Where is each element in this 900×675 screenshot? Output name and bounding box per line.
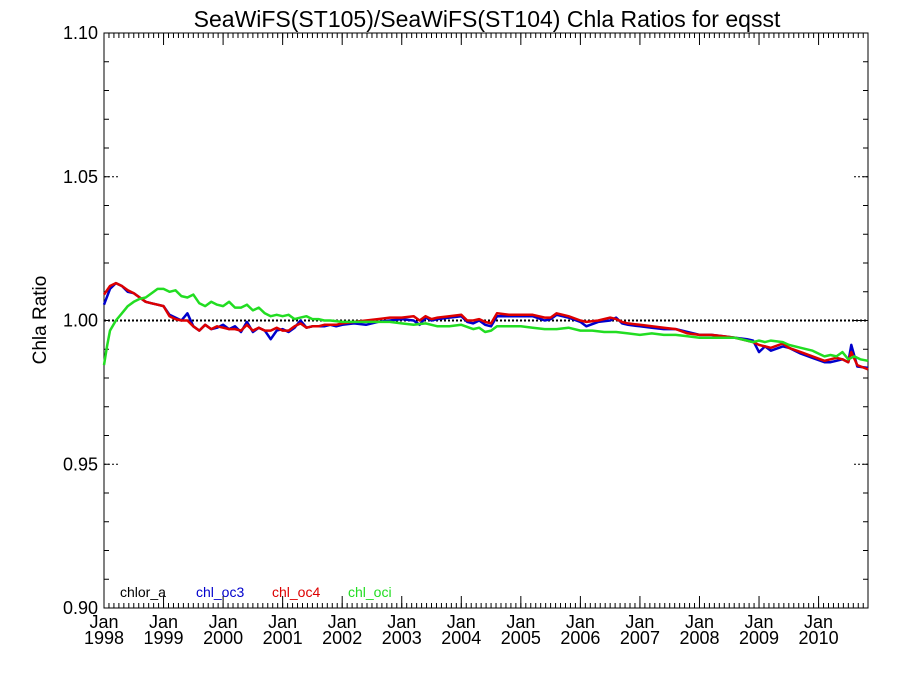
- x-tick-year-label: 1998: [84, 628, 124, 648]
- x-tick-year-label: 2002: [322, 628, 362, 648]
- x-tick-year-label: 1999: [144, 628, 184, 648]
- x-tick-year-label: 2008: [679, 628, 719, 648]
- x-tick-month-label: Jan: [745, 612, 774, 632]
- x-tick-year-label: 2007: [620, 628, 660, 648]
- x-tick-year-label: 2003: [382, 628, 422, 648]
- y-axis-ticks: 0.90 0.95 1.00 1.05 1.10: [63, 23, 868, 618]
- x-tick-month-label: Jan: [625, 612, 654, 632]
- x-tick-month-label: Jan: [149, 612, 178, 632]
- series-line-chl-oci: [102, 287, 869, 366]
- x-tick-month-label: Jan: [685, 612, 714, 632]
- x-tick-year-label: 2001: [263, 628, 303, 648]
- legend: chlor_a chl_oc3 chl_oc4 chl_oci: [120, 584, 392, 600]
- legend-entry-chl-oc4: chl_oc4: [272, 584, 320, 600]
- y-tick-label: 0.95: [63, 454, 98, 474]
- x-tick-month-label: Jan: [506, 612, 535, 632]
- x-tick-month-label: Jan: [566, 612, 595, 632]
- x-tick-month-label: Jan: [387, 612, 416, 632]
- x-tick-year-label: 2010: [799, 628, 839, 648]
- x-tick-month-label: Jan: [209, 612, 238, 632]
- x-tick-year-label: 2006: [560, 628, 600, 648]
- y-tick-label: 0.90: [63, 598, 98, 618]
- x-tick-year-label: 2000: [203, 628, 243, 648]
- x-tick-year-label: 2009: [739, 628, 779, 648]
- x-tick-year-label: 2005: [501, 628, 541, 648]
- legend-entry-chl-oci: chl_oci: [348, 584, 392, 600]
- chart-title: SeaWiFS(ST105)/SeaWiFS(ST104) Chla Ratio…: [194, 6, 781, 32]
- x-tick-month-label: Jan: [328, 612, 357, 632]
- x-tick-month-label: Jan: [89, 612, 118, 632]
- legend-entry-chlor-a: chlor_a: [120, 584, 166, 600]
- x-tick-month-label: Jan: [447, 612, 476, 632]
- y-axis-label: Chla Ratio: [30, 276, 51, 365]
- x-tick-month-label: Jan: [804, 612, 833, 632]
- x-axis-ticks: Jan1998Jan1999Jan2000Jan2001Jan2002Jan20…: [84, 33, 839, 648]
- series-layer: [102, 281, 869, 371]
- y-tick-label: 1.00: [63, 311, 98, 331]
- y-tick-label: 1.10: [63, 23, 98, 43]
- y-tick-label: 1.05: [63, 167, 98, 187]
- x-tick-month-label: Jan: [268, 612, 297, 632]
- x-tick-year-label: 2004: [441, 628, 481, 648]
- legend-entry-chl-oc3: chl_oc3: [196, 584, 244, 600]
